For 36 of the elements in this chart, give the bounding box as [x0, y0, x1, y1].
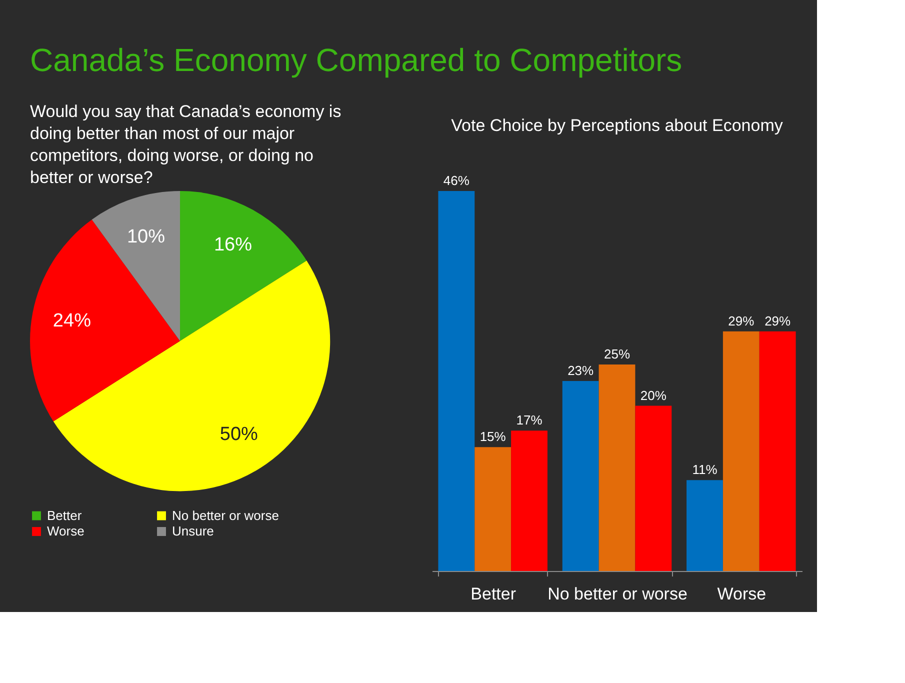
- data-label: 46%: [443, 173, 470, 188]
- pie-slice: [180, 191, 307, 341]
- bar: [722, 331, 760, 571]
- data-label: 17%: [516, 412, 543, 428]
- x-tick-label: Better: [470, 584, 516, 604]
- data-label: 15%: [480, 429, 506, 444]
- legend-label: Better: [47, 508, 82, 523]
- bar: [474, 447, 512, 571]
- legend-label: No better or worse: [172, 508, 279, 523]
- data-label: 10%: [126, 226, 166, 248]
- x-tick-label: Worse: [717, 584, 766, 604]
- data-label: 29%: [764, 313, 792, 328]
- data-label: 50%: [220, 424, 258, 445]
- pie-slice: [30, 220, 180, 422]
- x-tick-label: No better or worse: [548, 584, 688, 604]
- data-label: 24%: [52, 310, 92, 332]
- data-label: 29%: [728, 313, 755, 328]
- data-label: 16%: [214, 234, 252, 256]
- bar: [759, 331, 796, 571]
- pie-slice: [92, 191, 180, 341]
- legend-label: Unsure: [172, 524, 214, 538]
- chart-subtitle: Would you say that Canada’s economy is doing better than most of our major competitors, doing worse, or doing no better or worse?: [30, 102, 342, 187]
- legend-label: Worse: [47, 524, 84, 538]
- bar: [438, 191, 475, 571]
- bar: [562, 381, 599, 571]
- data-label: 11%: [692, 462, 718, 478]
- bar: [511, 430, 548, 571]
- chart-title: Canada’s Economy Compared to Competitors: [30, 42, 682, 78]
- pie-slice: [53, 260, 330, 492]
- chart-title: Vote Choice by Perceptions about Economy: [451, 116, 784, 135]
- bar: [598, 364, 636, 571]
- data-label: 25%: [604, 346, 630, 362]
- bar: [635, 406, 672, 571]
- bar: [686, 480, 723, 571]
- data-label: 20%: [640, 388, 667, 403]
- data-label: 23%: [568, 363, 594, 378]
